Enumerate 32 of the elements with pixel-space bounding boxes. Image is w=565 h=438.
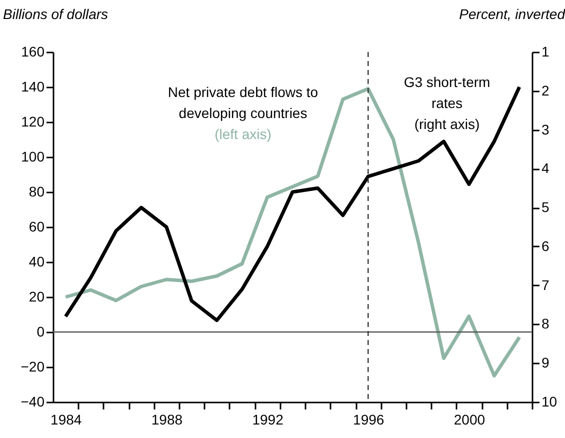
line-series (64, 87, 522, 378)
y2-tick-label: 10 (542, 394, 558, 410)
y-axis-title: Billions of dollars (3, 6, 108, 22)
y2-tick-label: 5 (542, 199, 550, 216)
y2-tick-label: 2 (542, 82, 550, 98)
y-tick-label: 60 (28, 218, 45, 234)
y-tick-label: 20 (28, 288, 45, 304)
y2-tick-label: 3 (542, 121, 550, 138)
y2-tick-label: 4 (542, 160, 550, 176)
y2-tick-label: 9 (542, 354, 550, 371)
x-tick-label: 2000 (454, 412, 486, 428)
annotation: (left axis) (214, 126, 272, 142)
y2-tick-label: 1 (542, 44, 550, 60)
y-tick-label: 120 (21, 114, 45, 130)
x-tick-label: 1984 (50, 412, 82, 428)
y-tick-label: 100 (21, 148, 45, 164)
y-tick-label: −40 (20, 394, 45, 410)
y-tick-label: 40 (28, 254, 45, 270)
y-tick-label: 0 (36, 324, 45, 340)
y-tick-label: 160 (21, 44, 45, 60)
annotation: Net private debt flows to developing countries (168, 84, 318, 121)
annotation: G3 short-term rates (right axis) (404, 74, 490, 132)
x-tick-label: 1992 (252, 412, 284, 428)
y-tick-label: −20 (20, 358, 45, 374)
y2-tick-label: 7 (542, 276, 550, 293)
y2-axis-title: Percent, inverted (459, 6, 565, 22)
y-tick-label: 140 (21, 78, 45, 94)
x-tick-label: 1996 (353, 412, 384, 428)
y2-tick-label: 8 (542, 316, 550, 332)
y-tick-label: 80 (28, 184, 45, 200)
y2-tick-label: 6 (542, 238, 550, 254)
x-tick-label: 1988 (151, 412, 183, 428)
